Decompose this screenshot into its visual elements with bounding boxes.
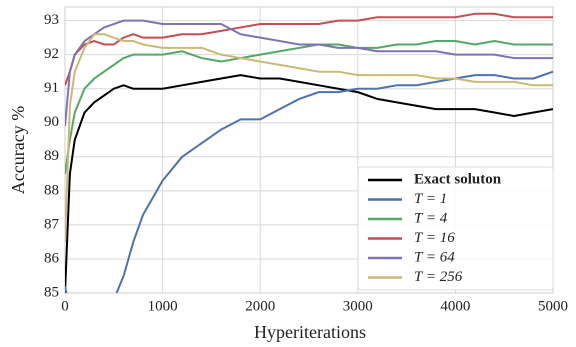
y-tick-label: 93 bbox=[44, 12, 59, 28]
y-tick-label: 88 bbox=[44, 182, 59, 198]
plot-frame bbox=[64, 6, 554, 294]
y-tick-label: 87 bbox=[44, 216, 60, 232]
y-tick-label: 92 bbox=[44, 46, 59, 62]
legend-label: T = 4 bbox=[414, 210, 448, 226]
plot-lines bbox=[65, 12, 553, 293]
legend-label: T = 256 bbox=[414, 269, 463, 285]
legend-label: Exact soluton bbox=[414, 171, 502, 187]
series-line bbox=[65, 33, 553, 242]
x-tick-label: 2000 bbox=[245, 298, 275, 314]
y-tick-label: 85 bbox=[44, 284, 59, 300]
series-line bbox=[65, 40, 553, 174]
x-tick-label: 1000 bbox=[148, 298, 178, 314]
y-tick-label: 86 bbox=[44, 250, 60, 266]
x-axis-label: Hyperiterations bbox=[254, 322, 366, 342]
legend-box bbox=[357, 166, 554, 291]
legend-label: T = 16 bbox=[414, 230, 455, 246]
x-tick-label: 3000 bbox=[343, 298, 373, 314]
series-line bbox=[65, 74, 553, 293]
legend-label: T = 64 bbox=[414, 249, 455, 265]
x-tick-label: 0 bbox=[61, 298, 69, 314]
y-axis-label: Accuracy % bbox=[8, 106, 28, 194]
series-line bbox=[65, 19, 553, 127]
series-line bbox=[65, 12, 553, 86]
x-tick-label: 5000 bbox=[538, 298, 568, 314]
x-tick-label: 4000 bbox=[440, 298, 470, 314]
legend-label: T = 1 bbox=[414, 191, 447, 207]
y-tick-label: 90 bbox=[44, 114, 59, 130]
y-tick-label: 91 bbox=[44, 80, 59, 96]
y-tick-label: 89 bbox=[44, 148, 59, 164]
